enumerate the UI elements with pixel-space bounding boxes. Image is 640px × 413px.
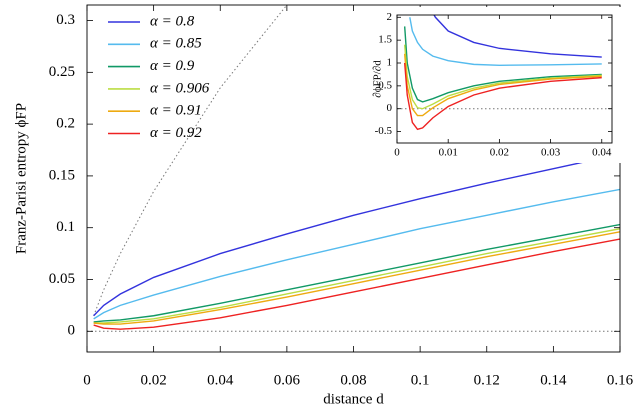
series-line xyxy=(403,62,602,131)
series-line xyxy=(403,26,602,103)
legend-label: α = 0.906 xyxy=(150,80,210,96)
x-tick-label: 0.08 xyxy=(340,372,366,388)
y-axis-label: ∂ϕFP/∂d xyxy=(372,60,384,98)
x-axis-label: distance d xyxy=(323,391,384,407)
inset-chart: 0 0.01 0.02 0.03 0.04-0.500.511.52∂ϕFP/∂d xyxy=(355,7,622,163)
series-line xyxy=(433,15,602,58)
series-line xyxy=(93,153,620,317)
y-axis-label: Franz-Parisi entropy ϕFP xyxy=(13,103,29,254)
series-line xyxy=(93,228,620,324)
y-tick-label: 2 xyxy=(387,11,393,23)
x-tick-label: 0.06 xyxy=(274,372,301,388)
legend-label: α = 0.85 xyxy=(150,36,202,52)
plot-area xyxy=(397,15,612,131)
x-tick-label: 0 xyxy=(83,372,91,388)
y-tick-label: 1 xyxy=(387,57,393,69)
x-tick-label: 0.16 xyxy=(607,372,634,388)
x-tick-label: 0.03 xyxy=(541,147,561,159)
y-tick-label: 0.1 xyxy=(56,219,75,235)
plot-area xyxy=(87,5,620,332)
series-line xyxy=(93,231,620,325)
series-line xyxy=(93,238,620,330)
legend-label: α = 0.92 xyxy=(150,125,202,141)
y-tick-label: 0.25 xyxy=(49,64,75,80)
x-tick-label: 0.04 xyxy=(592,147,612,159)
y-tick-label: 0.15 xyxy=(49,167,75,183)
legend-label: α = 0.91 xyxy=(150,103,202,119)
x-tick-label: 0.01 xyxy=(439,147,458,159)
x-tick-label: 0.14 xyxy=(540,372,567,388)
plot-frame xyxy=(86,4,621,353)
y-tick-label: 0 xyxy=(68,323,76,339)
series-line xyxy=(93,223,620,323)
series-line xyxy=(403,53,602,117)
series-line xyxy=(403,44,602,110)
x-tick-label: 0.12 xyxy=(474,372,500,388)
y-tick-label: 0.05 xyxy=(49,271,75,287)
series-line xyxy=(409,17,602,66)
legend-label: α = 0.9 xyxy=(150,58,195,74)
x-tick-label: 0 xyxy=(394,147,400,159)
legend-label: α = 0.8 xyxy=(150,13,195,29)
main-chart: 0 0.02 0.04 0.06 0.08 0.1 0.12 0.14 0.1600.050.1… xyxy=(13,4,634,407)
y-tick-label: 1.5 xyxy=(378,34,392,46)
y-tick-label: 0 xyxy=(387,102,393,114)
x-tick-label: 0.04 xyxy=(207,372,234,388)
x-tick-label: 0.02 xyxy=(141,372,167,388)
x-tick-label: 0.1 xyxy=(411,372,430,388)
y-tick-label: 0.2 xyxy=(56,116,75,132)
x-tick-label: 0.02 xyxy=(490,147,509,159)
plot-frame xyxy=(396,14,613,144)
reference-curve xyxy=(93,5,288,316)
series-line xyxy=(93,188,620,320)
y-tick-label: 0.3 xyxy=(56,12,75,28)
y-tick-label: -0.5 xyxy=(375,125,393,137)
y-tick-label: 0.5 xyxy=(378,79,392,91)
